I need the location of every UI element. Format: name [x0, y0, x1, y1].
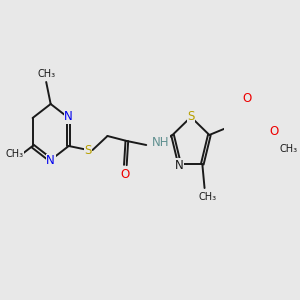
Text: O: O: [121, 167, 130, 181]
Text: S: S: [187, 110, 195, 122]
Text: CH₃: CH₃: [6, 149, 24, 159]
Text: O: O: [242, 92, 251, 106]
Text: N: N: [64, 110, 73, 124]
Text: CH₃: CH₃: [37, 69, 55, 79]
Text: CH₃: CH₃: [279, 144, 297, 154]
Text: CH₃: CH₃: [199, 192, 217, 202]
Text: N: N: [174, 158, 183, 172]
Text: S: S: [84, 143, 92, 157]
Text: O: O: [270, 125, 279, 139]
Text: N: N: [46, 154, 55, 167]
Text: NH: NH: [152, 136, 170, 148]
